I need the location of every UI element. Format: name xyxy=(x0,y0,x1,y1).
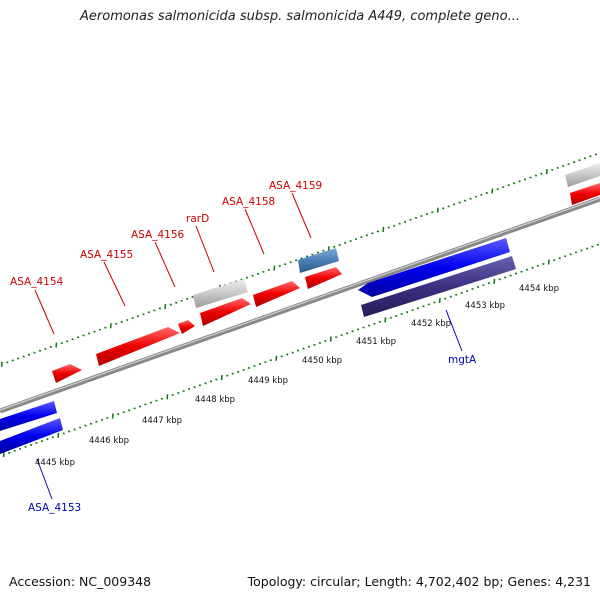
pseudo-gene-right[interactable] xyxy=(565,163,600,187)
scale-label: 4445 kbp xyxy=(35,458,75,468)
gene-ASA_4153-a[interactable] xyxy=(0,401,57,431)
scale-label: 4448 kbp xyxy=(195,395,235,405)
label-ASA_4153[interactable]: ASA_4153 xyxy=(28,502,81,514)
scale-label: 4452 kbp xyxy=(411,319,451,329)
gene-ASA_4158[interactable] xyxy=(253,281,300,307)
lower-tick-track xyxy=(2,243,600,458)
accession-label: Accession: NC_009348 xyxy=(9,574,152,589)
reverse-strand-features xyxy=(0,238,510,454)
scale-label: 4454 kbp xyxy=(519,284,559,294)
cds-feature-mgtA[interactable] xyxy=(361,256,516,317)
scale-label: 4447 kbp xyxy=(142,416,182,426)
scale-label: 4450 kbp xyxy=(302,356,342,366)
label-connectors xyxy=(34,192,463,500)
gene-ASA_4159[interactable] xyxy=(305,267,342,289)
label-ASA_4154[interactable]: ASA_4154 xyxy=(10,276,64,288)
genome-backbone-highlight xyxy=(0,197,600,411)
map-title: Aeromonas salmonicida subsp. salmonicida… xyxy=(80,9,520,24)
label-ASA_4158[interactable]: ASA_4158 xyxy=(222,196,275,208)
gene-labels: ASA_4154 ASA_4155 ASA_4156 rarD ASA_4158… xyxy=(10,180,477,514)
scale-label: 4446 kbp xyxy=(89,436,129,446)
label-ASA_4155[interactable]: ASA_4155 xyxy=(80,249,133,261)
scale-label: 4453 kbp xyxy=(465,301,505,311)
rna-gene[interactable] xyxy=(298,248,339,273)
gene-mgtA[interactable] xyxy=(358,238,510,297)
gene-right-red[interactable] xyxy=(570,183,600,205)
genome-summary: Topology: circular; Length: 4,702,402 bp… xyxy=(247,574,591,589)
label-ASA_4156[interactable]: ASA_4156 xyxy=(131,229,185,241)
gene-ASA_4154[interactable] xyxy=(52,364,82,383)
label-rarD[interactable]: rarD xyxy=(186,213,209,225)
gene-rarD[interactable] xyxy=(200,298,251,326)
label-mgtA[interactable]: mgtA xyxy=(448,354,477,366)
gene-ASA_4155[interactable] xyxy=(96,327,180,366)
gene-ASA_4153-b[interactable] xyxy=(0,418,63,454)
scale-label: 4451 kbp xyxy=(356,337,396,347)
scale-label: 4449 kbp xyxy=(248,376,288,386)
scale-labels: 4445 kbp 4446 kbp 4447 kbp 4448 kbp 4449… xyxy=(35,284,559,468)
pseudo-gene-left[interactable] xyxy=(193,279,248,308)
gene-ASA_4156[interactable] xyxy=(178,320,195,334)
label-ASA_4159[interactable]: ASA_4159 xyxy=(269,180,322,192)
forward-strand-features xyxy=(52,183,600,383)
genome-backbone xyxy=(0,196,600,414)
